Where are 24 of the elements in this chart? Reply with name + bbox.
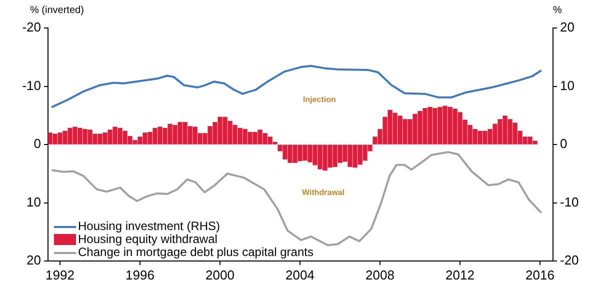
y-tick-label: -20: [22, 20, 41, 35]
y-tick-label: 10: [26, 194, 41, 210]
x-tick-label: 2004: [286, 267, 314, 281]
y-axis-title: % (inverted): [30, 5, 84, 16]
x-tick-label: 2008: [366, 267, 394, 281]
x-tick-label: 2016: [526, 267, 554, 281]
legend-label: Housing investment (RHS): [78, 219, 220, 233]
annotation: Injection: [303, 95, 336, 104]
y2-tick-label: 10: [560, 78, 574, 93]
y2-axis-title: %: [553, 5, 562, 16]
y2-tick-label: -20: [560, 252, 579, 268]
x-tick-label: 1992: [46, 267, 74, 281]
annotation: Withdrawal: [302, 188, 345, 197]
y-tick-label: 0: [34, 136, 41, 152]
x-tick-label: 1996: [126, 267, 154, 281]
x-tick-label: 2000: [206, 267, 234, 281]
x-tick-label: 2012: [446, 267, 474, 281]
y2-tick-label: -10: [560, 194, 579, 210]
legend-label: Change in mortgage debt plus capital grants: [78, 245, 314, 259]
y-tick-label: -10: [22, 78, 41, 93]
y-tick-label: 20: [26, 252, 41, 268]
y2-tick-label: 0: [560, 136, 568, 152]
y2-tick-label: 20: [560, 20, 574, 35]
legend-label: Housing equity withdrawal: [78, 232, 218, 246]
